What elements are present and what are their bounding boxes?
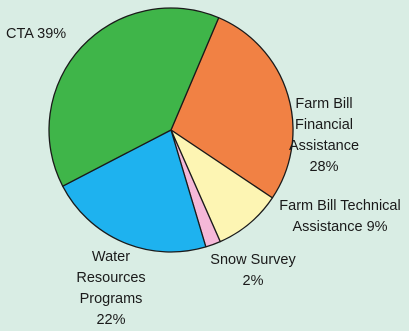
label-line: 22% xyxy=(96,312,126,328)
label-line: Water xyxy=(91,249,131,265)
label-cta: CTA 39% xyxy=(6,24,66,45)
label-line: Farm Bill xyxy=(295,96,353,112)
pie-slice-farm-bill-financial-assistance xyxy=(170,17,294,199)
label-line: Farm Bill Technical xyxy=(279,198,401,214)
label-line: Resources xyxy=(76,270,146,286)
label-line: Snow Survey xyxy=(210,252,296,268)
pie-slice-water-resources-programs xyxy=(62,129,207,253)
label-line: Assistance xyxy=(288,138,360,154)
label-line: 28% xyxy=(309,159,339,175)
label-farm-bill-financial-assistance: Farm Bill Financial Assistance 28% xyxy=(289,94,359,178)
label-line: Programs xyxy=(79,291,143,307)
label-line: Assistance 9% xyxy=(292,219,388,235)
label-snow-survey: Snow Survey 2% xyxy=(210,250,295,292)
label-farm-bill-technical-assistance: Farm Bill Technical Assistance 9% xyxy=(279,196,400,238)
label-line: Financial xyxy=(294,117,354,133)
label-line: 2% xyxy=(242,273,264,289)
label-water-resources-programs: Water Resources Programs 22% xyxy=(76,247,145,331)
label-cta-line: CTA 39% xyxy=(6,26,67,42)
pie-slice-cta xyxy=(48,7,220,187)
